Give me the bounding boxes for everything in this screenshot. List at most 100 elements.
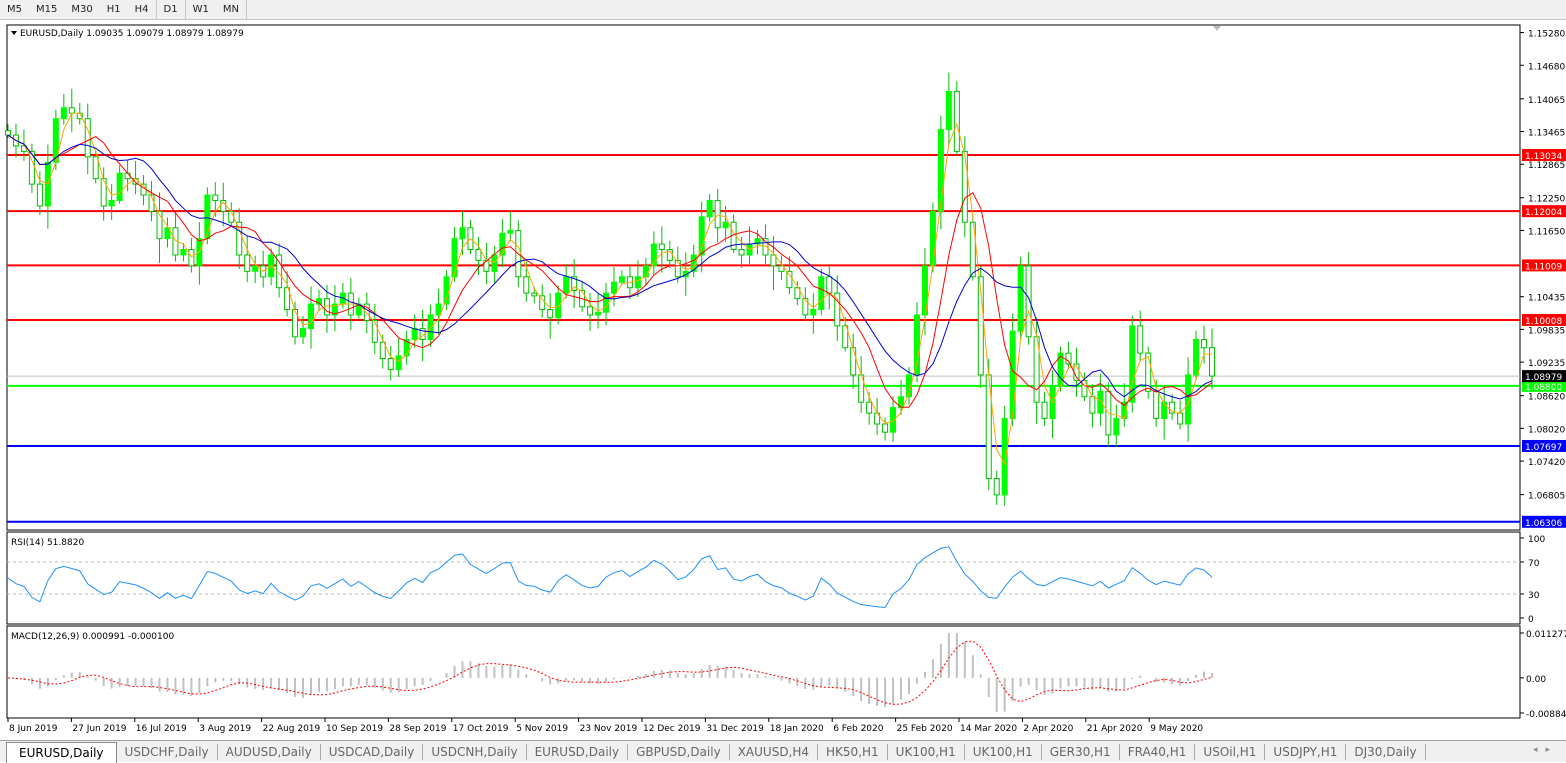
timeframe-d1[interactable]: D1: [155, 0, 186, 20]
price-tick-label: 1.11650: [1528, 227, 1565, 237]
candle: [315, 298, 322, 305]
time-tick-label: 18 Jan 2020: [770, 724, 824, 734]
price-tick-label: 1.12250: [1528, 195, 1565, 205]
candle: [953, 90, 960, 152]
candle: [1193, 338, 1200, 376]
chart-tab[interactable]: XAUUSD,H4: [730, 743, 819, 760]
price-tick-label: 1.06805: [1528, 492, 1565, 502]
candle: [499, 232, 506, 256]
candle: [890, 407, 897, 433]
time-tick-label: 2 Apr 2020: [1023, 724, 1073, 734]
price-tick-label: 1.13465: [1528, 129, 1565, 139]
candle: [706, 199, 713, 218]
chart-tab[interactable]: EURUSD,Daily: [6, 742, 117, 763]
chart-tab[interactable]: USDCAD,Daily: [321, 743, 424, 760]
chart-tab[interactable]: EURUSD,Daily: [527, 743, 629, 760]
chart-tab[interactable]: UK100,H1: [965, 743, 1042, 760]
price-tick-label: 1.15280: [1528, 30, 1565, 40]
candle: [363, 303, 370, 321]
price-tick-label: 1.07420: [1528, 458, 1565, 468]
candle: [60, 107, 67, 120]
chart-tabs: EURUSD,Daily USDCHF,Daily AUDUSD,Daily USDC…: [0, 740, 1566, 763]
resistance-level-label: 1.10008: [1525, 317, 1562, 327]
candle: [595, 311, 602, 316]
candle: [84, 118, 91, 158]
candle: [650, 243, 657, 267]
macd-tick-label: -0.008845: [1526, 710, 1566, 720]
price-tick-label: 1.14680: [1528, 62, 1565, 72]
rsi-line: [7, 546, 1213, 609]
candle: [866, 401, 873, 414]
macd-tick-label: 0.00: [1526, 675, 1546, 685]
timeframe-h4[interactable]: H4: [134, 4, 149, 15]
candle: [212, 194, 219, 201]
chart-tab[interactable]: DJ30,Daily: [1346, 743, 1426, 760]
candle: [674, 259, 681, 278]
resistance-level-label-bg: [1522, 259, 1566, 272]
time-tick-label: 31 Dec 2019: [706, 724, 764, 734]
main-chart-frame: [6, 24, 1521, 531]
candle: [762, 238, 769, 256]
price-tick-label: 1.10435: [1528, 294, 1565, 304]
bid-price-label: 1.08979: [1525, 373, 1562, 383]
chart-tab[interactable]: USDJPY,H1: [1265, 743, 1347, 760]
candle: [1177, 412, 1184, 425]
candle: [1065, 352, 1072, 365]
chart-tab[interactable]: FRA40,H1: [1120, 743, 1196, 760]
timeframe-mn[interactable]: MN: [222, 4, 239, 15]
time-tick-label: 25 Feb 2020: [897, 724, 953, 734]
candle: [1009, 330, 1016, 420]
candle: [634, 276, 641, 289]
candle: [1097, 390, 1104, 414]
chart-tab[interactable]: GBPUSD,Daily: [628, 743, 730, 760]
candle: [307, 303, 314, 330]
candle: [244, 254, 251, 272]
candle: [1089, 396, 1096, 414]
candle: [1145, 352, 1152, 392]
time-tick-label: 28 Sep 2019: [389, 724, 446, 734]
macd-label: MACD(12,26,9) 0.000991 -0.000100: [11, 632, 174, 642]
chart-tab[interactable]: USDCNH,Daily: [423, 743, 527, 760]
time-tick-label: 9 May 2020: [1150, 724, 1203, 734]
resistance-level-label: 1.12004: [1525, 208, 1562, 218]
candle: [1113, 418, 1120, 436]
timeframe-m5[interactable]: M5: [7, 4, 22, 15]
candle: [300, 328, 307, 338]
timeframe-m30[interactable]: M30: [71, 4, 93, 15]
candle: [507, 229, 514, 234]
chart-tab[interactable]: UK100,H1: [888, 743, 965, 760]
candle: [196, 238, 203, 267]
timeframe-w1[interactable]: W1: [192, 4, 209, 15]
moving-average-fast: [7, 112, 1213, 466]
time-tick-label: 10 Sep 2019: [326, 724, 383, 734]
chart-tab[interactable]: HK50,H1: [818, 743, 888, 760]
chart-tab[interactable]: USDCHF,Daily: [117, 743, 218, 760]
timeframe-h1[interactable]: H1: [106, 4, 121, 15]
rsi-tick-label: 30: [1528, 591, 1540, 601]
candle: [969, 221, 976, 278]
candle: [1209, 347, 1215, 377]
chart-tab[interactable]: USOil,H1: [1195, 743, 1266, 760]
support-level-label-bg: [1522, 439, 1566, 452]
candle: [180, 249, 187, 256]
chart-tab[interactable]: AUDUSD,Daily: [218, 743, 321, 760]
support-level-label: 1.07697: [1525, 443, 1562, 453]
candle: [555, 292, 562, 319]
candle: [690, 254, 697, 272]
pivot-level-label-bg: [1522, 379, 1566, 392]
candle: [1161, 401, 1168, 420]
time-tick-label: 22 Aug 2019: [263, 724, 321, 734]
resistance-level-label-bg: [1522, 313, 1566, 326]
chart-symbol: EURUSD,Daily 1.09035 1.09079 1.08979 1.0…: [20, 29, 244, 39]
candle: [451, 238, 458, 278]
candle: [1041, 401, 1048, 420]
candle: [818, 276, 825, 311]
macd-signal-line: [7, 640, 1213, 705]
timeframe-m15[interactable]: M15: [36, 4, 58, 15]
candle: [913, 314, 920, 376]
tab-scroll-arrows[interactable]: ◂▸: [1532, 745, 1558, 755]
chart-tab[interactable]: GER30,H1: [1042, 743, 1120, 760]
candle: [810, 309, 817, 316]
candle: [5, 130, 11, 136]
chart-area[interactable]: EURUSD,Daily 1.09035 1.09079 1.08979 1.0…: [0, 20, 1566, 740]
